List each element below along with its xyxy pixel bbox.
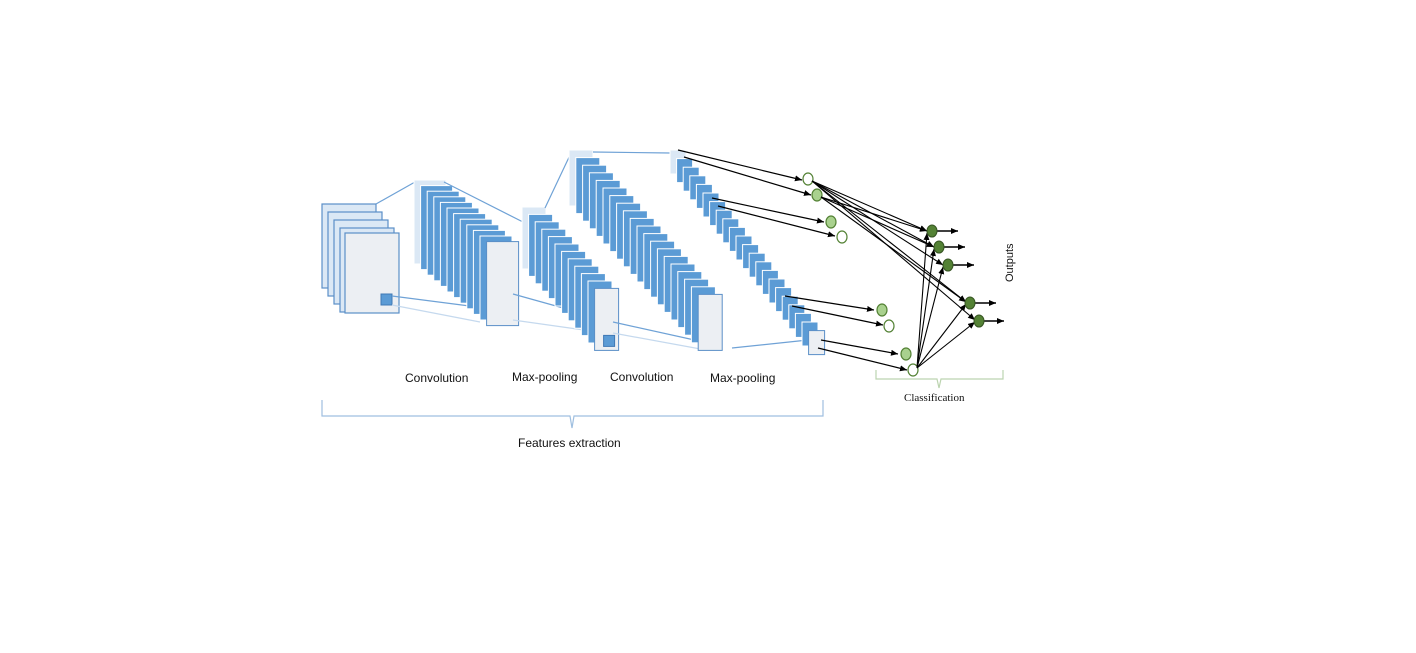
neuron [825, 215, 837, 229]
neuron [900, 347, 912, 361]
hidden-neuron-layer [802, 172, 919, 377]
neuron [802, 172, 814, 186]
conv1-label: Convolution [405, 371, 469, 385]
neuron [836, 230, 848, 244]
pool1-feature-map-stack [521, 206, 620, 351]
conv1-feature-map-stack [413, 179, 520, 327]
conv2-label: Convolution [610, 370, 674, 384]
output-neuron [964, 296, 976, 310]
features-extraction-brace [321, 400, 824, 429]
classification-brace [875, 370, 1004, 389]
connector-lines-4 [592, 151, 809, 349]
pool2-label: Max-pooling [710, 371, 776, 385]
receptive-field-1 [380, 293, 393, 306]
neuron [883, 319, 895, 333]
receptive-field [603, 334, 616, 347]
output-neuron [942, 258, 954, 272]
neuron [907, 363, 919, 377]
pool1-label: Max-pooling [512, 370, 578, 384]
pool2-feature-map-stack [669, 149, 826, 356]
output-neuron [926, 224, 938, 238]
output-neuron [933, 240, 945, 254]
neuron [811, 188, 823, 202]
outputs-label: Outputs [1004, 243, 1016, 282]
features-extraction-label: Features extraction [518, 436, 621, 450]
flatten-arrows [677, 149, 908, 372]
dense-connections [811, 180, 976, 369]
feature-map [808, 330, 826, 356]
output-neuron-layer [926, 224, 1004, 328]
input-image-stack [321, 203, 400, 314]
feature-map [697, 293, 723, 351]
output-neuron [973, 314, 985, 328]
classification-label: Classification [904, 392, 965, 404]
neuron [876, 303, 888, 317]
feature-map [486, 241, 520, 327]
conv2-feature-map-stack [568, 149, 723, 351]
